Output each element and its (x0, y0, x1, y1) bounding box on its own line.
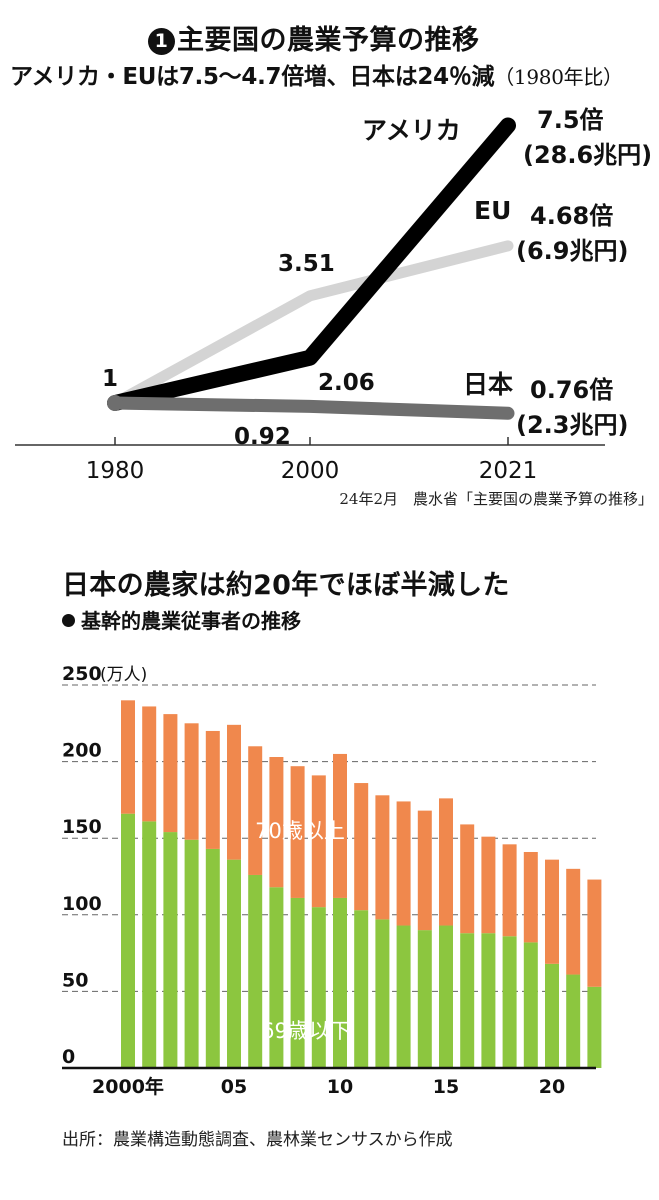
y-tick-label-50: 50 (62, 969, 88, 991)
bar-segment-69-or-under-2015 (439, 925, 453, 1068)
x-tick-label-4: 20 (539, 1076, 565, 1098)
bar-segment-69-or-under-2003 (184, 839, 199, 1068)
series-end-value-1: 4.68倍 (530, 202, 613, 230)
bar-segment-69-or-under-2018 (502, 936, 517, 1068)
bar-segment-70-plus-2015 (439, 798, 453, 926)
bar-segment-69-or-under-2014 (417, 930, 432, 1068)
bar-segment-69-or-under-2021 (566, 974, 581, 1068)
bar-segment-70-plus-2022 (587, 879, 602, 987)
bar-segment-70-plus-2005 (227, 724, 241, 860)
bar-segment-70-plus-2011 (354, 783, 369, 911)
annotation-jp-2000: 0.92 (234, 424, 291, 450)
y-tick-label-250: 250 (62, 663, 102, 685)
bullet-icon (62, 614, 75, 627)
bar-segment-70-plus-2018 (502, 844, 517, 937)
x-tick-label-1980: 1980 (86, 458, 145, 484)
budget-chart-subtitle: アメリカ・EUは7.5〜4.7倍増、日本は24％減（1980年比） (10, 64, 623, 90)
bar-segment-70-plus-2016 (460, 824, 475, 934)
budget-chart-panel: 1 主要国の農業予算の推移 アメリカ・EUは7.5〜4.7倍増、日本は24％減（1… (0, 0, 659, 525)
bar-segment-69-or-under-2012 (375, 919, 390, 1068)
bar-segment-70-plus-2006 (248, 746, 263, 875)
bar-segment-70-plus-2010 (333, 753, 347, 898)
series-line-2 (108, 396, 515, 420)
bar-segment-70-plus-2000 (121, 700, 135, 814)
series-end-amount-0: (28.6兆円) (523, 141, 652, 169)
bar-segment-69-or-under-2009 (311, 907, 326, 1068)
start-point-marker (107, 395, 123, 411)
x-tick-label-0: 2000年 (92, 1075, 164, 1098)
bar-segment-70-plus-2001 (142, 706, 157, 822)
annotation-eu-2000: 3.51 (278, 251, 335, 277)
budget-chart-subtitle-note: （1980年比） (494, 65, 623, 89)
series-end-amount-2: (2.3兆円) (516, 411, 628, 439)
x-tick-label-2000: 2000 (281, 458, 340, 484)
series-line-1 (109, 240, 514, 409)
bar-segment-70-plus-2013 (396, 801, 411, 926)
budget-line-chart: 1980 2000 2021 1 3.51 2.06 0.92 アメリカ 7.5倍 (28.6兆円… (15, 106, 652, 484)
bar-segment-69-or-under-2022 (587, 986, 602, 1068)
bar-segment-70-plus-2014 (417, 810, 432, 931)
y-tick-label-150: 150 (62, 816, 102, 838)
y-tick-label-100: 100 (62, 893, 102, 915)
farmers-chart-source: 出所：農業構造動態調査、農林業センサスから作成 (62, 1130, 453, 1150)
bar-segment-69-or-under-2013 (396, 925, 411, 1068)
bar-segment-70-plus-2009 (311, 775, 326, 908)
x-tick-label-2021: 2021 (479, 458, 538, 484)
bar-segment-70-plus-2012 (375, 795, 390, 920)
bar-segment-70-plus-2007 (269, 757, 284, 888)
series-name-label-2: 日本 (463, 370, 513, 399)
y-unit-label: (万人) (100, 665, 147, 685)
x-tick-label-3: 15 (433, 1076, 459, 1098)
bar-segment-69-or-under-2004 (205, 848, 220, 1068)
y-tick-label-200: 200 (62, 740, 102, 762)
annotation-us-2000: 2.06 (318, 370, 375, 396)
y-tick-label-0: 0 (62, 1046, 75, 1068)
legend-label-69-or-under: 69歳以下 (261, 1019, 351, 1043)
bar-segment-69-or-under-2017 (481, 933, 496, 1068)
bar-segment-70-plus-2019 (523, 851, 538, 943)
bar-segment-69-or-under-2001 (142, 821, 157, 1068)
bar-segment-69-or-under-2005 (227, 859, 241, 1068)
series-end-amount-1: (6.9兆円) (516, 237, 628, 265)
series-name-label-0: アメリカ (362, 116, 461, 145)
bar-segment-69-or-under-2002 (163, 832, 178, 1068)
series-end-value-2: 0.76倍 (530, 376, 613, 404)
series-name-label-1: EU (474, 196, 511, 225)
x-tick-label-2: 10 (327, 1076, 353, 1098)
bar-segment-70-plus-2004 (205, 730, 220, 849)
legend-label-70-plus: 70歳以上 (255, 819, 345, 843)
budget-chart-source: 24年2月 農水省「主要国の農業予算の推移」 (339, 490, 653, 508)
budget-chart-title: 1 主要国の農業予算の推移 (148, 18, 480, 57)
bar-segment-69-or-under-2016 (460, 933, 475, 1068)
title-number-badge: 1 (148, 28, 175, 55)
bar-segment-69-or-under-2019 (523, 942, 538, 1068)
series-end-value-0: 7.5倍 (537, 106, 604, 134)
bar-segment-69-or-under-2010 (333, 897, 347, 1068)
bar-segment-70-plus-2003 (184, 723, 199, 840)
bar-segment-69-or-under-2020 (545, 963, 559, 1068)
bar-segment-69-or-under-2000 (121, 813, 135, 1068)
farmers-chart-title: 日本の農家は約20年でほぼ半減した (62, 570, 510, 601)
bar-segment-69-or-under-2007 (269, 887, 284, 1068)
farmers-chart-panel: 日本の農家は約20年でほぼ半減した 基幹的農業従事者の推移 0 50 100 150 2… (0, 525, 659, 1200)
annotation-start: 1 (102, 366, 118, 392)
bar-segment-70-plus-2017 (481, 836, 496, 934)
bar-segment-69-or-under-2011 (354, 910, 369, 1068)
farmers-stacked-bar-chart: 0 50 100 150 200 250(万人) 2000年 05 10 15 20 70歳以上 69歳… (62, 663, 602, 1098)
x-tick-label-1: 05 (221, 1076, 247, 1098)
farmers-chart-subtitle: 基幹的農業従事者の推移 (62, 605, 301, 634)
bar-segment-70-plus-2008 (290, 766, 305, 898)
series-line-0 (107, 117, 516, 411)
bar-segment-69-or-under-2006 (248, 874, 263, 1068)
bar-segment-70-plus-2021 (566, 868, 581, 975)
bar-segment-69-or-under-2008 (290, 897, 305, 1068)
bar-segment-70-plus-2020 (545, 859, 559, 964)
bar-segment-70-plus-2002 (163, 714, 178, 833)
